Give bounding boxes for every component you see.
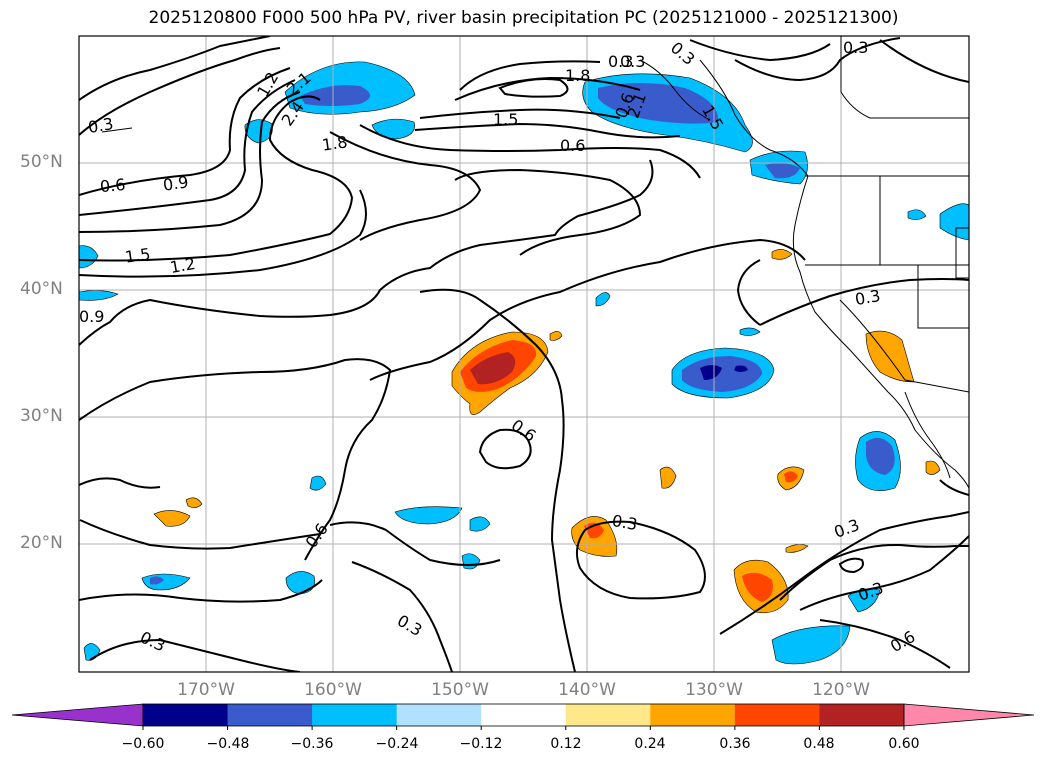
- colorbar-segment: [650, 704, 736, 726]
- contour-label: 0.9: [79, 307, 105, 326]
- colorbar-tick-label: 0.12: [550, 736, 582, 752]
- colorbar-tick-label: 0.48: [803, 736, 835, 752]
- neg-anomaly-region: [141, 573, 191, 591]
- neg-anomaly-region: [300, 85, 370, 106]
- contour-label: 0.6: [99, 174, 127, 197]
- colorbar-segment: [396, 704, 482, 726]
- neg-anomaly-region: [469, 516, 491, 532]
- pos-anomaly-region: [865, 330, 915, 383]
- neg-anomaly-region: [939, 203, 969, 241]
- colorbar-segment: [734, 704, 820, 726]
- lon-label: 160°W: [304, 680, 362, 700]
- pos-anomaly-region: [785, 544, 809, 553]
- colorbar-tick-label: −0.36: [290, 736, 334, 752]
- neg-anomaly-region: [765, 163, 800, 179]
- contour-label: 1.8: [320, 132, 349, 155]
- colorbar-segment: [312, 704, 398, 726]
- colorbar-tick-label: 0.24: [634, 736, 666, 752]
- pos-anomaly-region: [925, 460, 941, 475]
- lon-label: 130°W: [685, 680, 743, 700]
- lat-lon-grid: [79, 36, 969, 672]
- neg-anomaly-region: [771, 625, 851, 665]
- map-title: 2025120800 F000 500 hPa PV, river basin …: [148, 8, 899, 28]
- lon-label: 170°W: [177, 680, 235, 700]
- neg-anomaly-region: [285, 571, 315, 595]
- pos-anomaly-region: [185, 497, 203, 508]
- precip-anomaly-shading: [79, 61, 969, 665]
- colorbar-extend-high: [903, 703, 1035, 727]
- colorbar-tick-label: 0.60: [888, 736, 920, 752]
- colorbar: [11, 703, 1035, 730]
- contour-label: 0.3: [843, 38, 869, 57]
- neg-anomaly-region: [394, 506, 463, 525]
- colorbar-tick-label: −0.48: [206, 736, 250, 752]
- pos-anomaly-region: [153, 510, 191, 527]
- colorbar-tick-label: −0.24: [375, 736, 419, 752]
- lat-label: 50°N: [20, 152, 63, 172]
- neg-anomaly-region: [371, 118, 415, 140]
- colorbar-tick-label: −0.60: [121, 736, 165, 752]
- contour-label: 1.5: [123, 244, 152, 267]
- neg-anomaly-region: [309, 475, 327, 491]
- colorbar-segment: [565, 704, 651, 726]
- neg-anomaly-region: [700, 365, 722, 380]
- neg-anomaly-region: [598, 83, 719, 124]
- lon-label: 140°W: [558, 680, 616, 700]
- pos-anomaly-region: [549, 331, 563, 341]
- lon-label: 150°W: [431, 680, 489, 700]
- pos-anomaly-region: [771, 249, 793, 260]
- colorbar-extend-low: [11, 703, 144, 727]
- contour-label: 1.8: [565, 66, 591, 85]
- neg-anomaly-region: [682, 356, 762, 392]
- contour-label: 1.5: [493, 110, 519, 129]
- pos-anomaly-region: [742, 572, 773, 602]
- lat-label: 30°N: [20, 406, 63, 426]
- colorbar-segment: [481, 704, 567, 726]
- contour-label: 0.9: [161, 172, 190, 195]
- colorbar-tick-label: −0.12: [459, 736, 503, 752]
- neg-anomaly-region: [79, 245, 99, 269]
- neg-anomaly-region: [734, 365, 748, 372]
- colorbar-segment: [819, 704, 905, 726]
- pos-anomaly-region: [659, 466, 677, 489]
- colorbar-outline: [142, 703, 905, 727]
- neg-anomaly-region: [907, 209, 927, 220]
- pos-anomaly-region: [470, 352, 516, 385]
- neg-anomaly-region: [150, 576, 164, 585]
- neg-anomaly-region: [461, 553, 481, 570]
- contour-label: 0.3: [620, 52, 646, 71]
- colorbar-tick-label: 0.36: [719, 736, 751, 752]
- pv-contours: [79, 36, 969, 672]
- lat-label: 20°N: [20, 533, 63, 553]
- contour-label: 0.6: [560, 136, 586, 155]
- neg-anomaly-region: [79, 290, 119, 301]
- lat-label: 40°N: [20, 279, 63, 299]
- neg-anomaly-region: [595, 292, 611, 307]
- map-frame: [78, 35, 970, 673]
- colorbar-segment: [143, 704, 229, 726]
- neg-anomaly-region: [739, 327, 761, 336]
- pos-anomaly-region: [784, 471, 798, 483]
- contour-label: 0.3: [608, 52, 634, 71]
- colorbar-segment: [227, 704, 313, 726]
- coastlines: [101, 36, 969, 489]
- lon-label: 120°W: [812, 680, 870, 700]
- neg-anomaly-region: [866, 437, 895, 475]
